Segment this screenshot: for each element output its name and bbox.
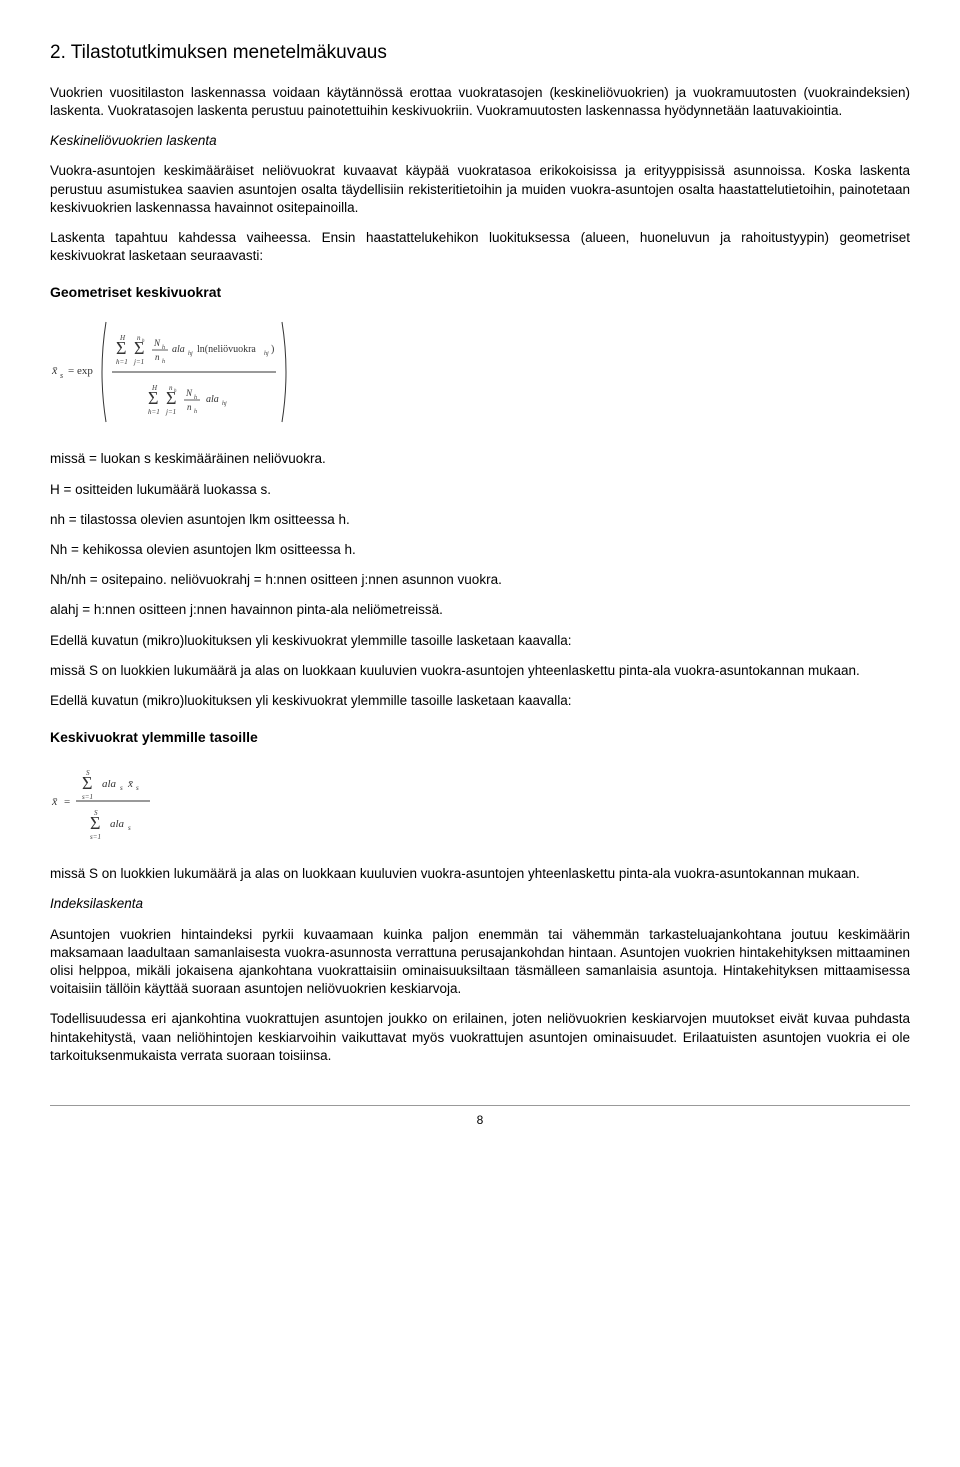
paragraph-14: Asuntojen vuokrien hintaindeksi pyrkii k… — [50, 926, 910, 999]
svg-text:= exp: = exp — [68, 365, 93, 377]
svg-text:s: s — [60, 371, 63, 380]
paragraph-10: Edellä kuvatun (mikro)luokituksen yli ke… — [50, 632, 910, 650]
svg-text:n: n — [169, 384, 173, 392]
svg-text:S: S — [94, 809, 98, 817]
svg-text:N: N — [153, 338, 161, 348]
svg-text:x̄: x̄ — [51, 363, 58, 377]
svg-text:H: H — [151, 384, 158, 392]
svg-text:n: n — [187, 402, 192, 412]
svg-text:hj: hj — [188, 351, 193, 357]
svg-text:h: h — [142, 339, 145, 344]
svg-text:h: h — [174, 389, 177, 394]
svg-text:s: s — [120, 784, 123, 792]
svg-text:s=1: s=1 — [90, 833, 101, 841]
svg-text:h=1: h=1 — [148, 408, 160, 416]
subsection-heading-indeksi: Indeksilaskenta — [50, 895, 910, 913]
paragraph-15: Todellisuudessa eri ajankohtina vuokratt… — [50, 1010, 910, 1065]
svg-text:ala: ala — [172, 344, 185, 355]
svg-text:S: S — [86, 769, 90, 777]
svg-text:n: n — [137, 334, 141, 342]
svg-text:): ) — [271, 344, 274, 355]
svg-text:n: n — [155, 352, 160, 362]
paragraph-9: alahj = h:nnen ositteen j:nnen havainnon… — [50, 601, 910, 619]
paragraph-intro: Vuokrien vuositilaston laskennassa voida… — [50, 84, 910, 120]
svg-text:j=1: j=1 — [133, 358, 144, 366]
paragraph-8: Nh/nh = ositepaino. neliövuokrahj = h:nn… — [50, 571, 910, 589]
svg-text:s: s — [136, 784, 139, 792]
svg-text:hj: hj — [264, 351, 269, 357]
svg-text:h: h — [194, 409, 197, 415]
heading-ylemmille: Keskivuokrat ylemmille tasoille — [50, 728, 910, 747]
formula-geometric-mean: x̄ s = exp Σ h=1 H Σ j=1 n h N h n h al — [50, 312, 910, 432]
svg-text:ala: ala — [110, 818, 125, 830]
subsection-heading-keskinelio: Keskineliövuokrien laskenta — [50, 132, 910, 150]
svg-text:j=1: j=1 — [165, 408, 176, 416]
svg-text:N: N — [185, 388, 193, 398]
svg-text:h: h — [162, 359, 165, 365]
svg-text:x̄: x̄ — [127, 778, 133, 790]
svg-text:s: s — [128, 824, 131, 832]
paragraph-4: missä = luokan s keskimääräinen neliövuo… — [50, 450, 910, 468]
svg-text:h=1: h=1 — [116, 358, 128, 366]
svg-text:ala: ala — [206, 394, 219, 405]
paragraph-7: Nh = kehikossa olevien asuntojen lkm osi… — [50, 541, 910, 559]
formula-upper-levels: x̄ = Σ s=1 S ala s x̄ s Σ s=1 S ala s — [50, 757, 910, 847]
svg-text:ln(neliövuokra: ln(neliövuokra — [197, 344, 256, 355]
section-title: 2. Tilastotutkimuksen menetelmäkuvaus — [50, 40, 910, 66]
svg-text:ala: ala — [102, 778, 117, 790]
paragraph-13: missä S on luokkien lukumäärä ja alas on… — [50, 865, 910, 883]
svg-text:x̄: x̄ — [51, 794, 58, 808]
svg-text:hj: hj — [222, 401, 227, 407]
svg-text:s=1: s=1 — [82, 793, 93, 801]
paragraph-2: Vuokra-asuntojen keskimääräiset neliövuo… — [50, 162, 910, 217]
paragraph-11: missä S on luokkien lukumäärä ja alas on… — [50, 662, 910, 680]
paragraph-6: nh = tilastossa olevien asuntojen lkm os… — [50, 511, 910, 529]
heading-geometriset: Geometriset keskivuokrat — [50, 283, 910, 302]
paragraph-5: H = ositteiden lukumäärä luokassa s. — [50, 481, 910, 499]
svg-text:=: = — [64, 796, 70, 808]
paragraph-3: Laskenta tapahtuu kahdessa vaiheessa. En… — [50, 229, 910, 265]
paragraph-12: Edellä kuvatun (mikro)luokituksen yli ke… — [50, 692, 910, 710]
page-number: 8 — [50, 1105, 910, 1128]
svg-text:H: H — [119, 334, 126, 342]
